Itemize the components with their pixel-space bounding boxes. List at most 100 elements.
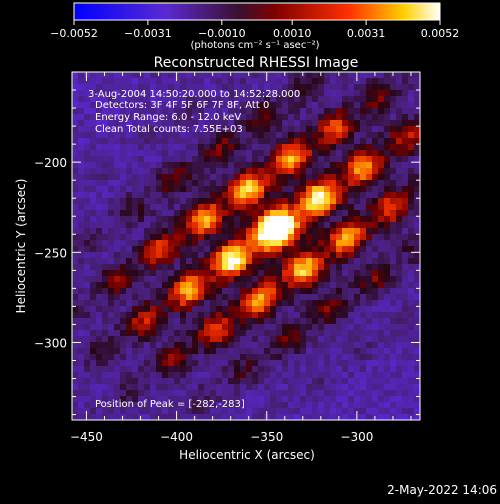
heatmap-cell [90, 156, 97, 163]
heatmap-cell [96, 102, 103, 109]
heatmap-cell [162, 144, 169, 151]
heatmap-cell [300, 264, 307, 271]
heatmap-cell [312, 228, 319, 235]
heatmap-cell [90, 180, 97, 187]
heatmap-cell [72, 330, 79, 337]
heatmap-cell [342, 354, 349, 361]
heatmap-cell [102, 300, 109, 307]
heatmap-cell [306, 306, 313, 313]
heatmap-cell [132, 354, 139, 361]
heatmap-cell [90, 312, 97, 319]
heatmap-cell [282, 366, 289, 373]
heatmap-cell [408, 84, 415, 91]
heatmap-cell [114, 84, 121, 91]
heatmap-cell [126, 408, 133, 415]
heatmap-cell [84, 72, 91, 79]
heatmap-cell [366, 198, 373, 205]
heatmap-cell [96, 408, 103, 415]
heatmap-cell [336, 390, 343, 397]
heatmap-cell [324, 210, 331, 217]
heatmap-cell [132, 156, 139, 163]
heatmap-cell [402, 312, 409, 319]
heatmap-cell [78, 378, 85, 385]
heatmap-cell [408, 330, 415, 337]
heatmap-cell [294, 330, 301, 337]
heatmap-cell [180, 282, 187, 289]
heatmap-cell [120, 108, 127, 115]
heatmap-cell [300, 126, 307, 133]
heatmap-cell [288, 180, 295, 187]
heatmap-cell [174, 138, 181, 145]
heatmap-cell [192, 342, 199, 349]
heatmap-cell [216, 288, 223, 295]
heatmap-cell [264, 402, 271, 409]
heatmap-cell [408, 156, 415, 163]
heatmap-cell [234, 240, 241, 247]
heatmap-cell [378, 258, 385, 265]
heatmap-cell [264, 108, 271, 115]
heatmap-cell [180, 348, 187, 355]
heatmap-cell [216, 354, 223, 361]
heatmap-cell [336, 300, 343, 307]
heatmap-cell [354, 396, 361, 403]
heatmap-cell [144, 408, 151, 415]
heatmap-cell [174, 156, 181, 163]
heatmap-cell [258, 126, 265, 133]
heatmap-cell [360, 378, 367, 385]
heatmap-cell [192, 72, 199, 79]
heatmap-cell [252, 198, 259, 205]
heatmap-cell [276, 180, 283, 187]
heatmap-cell [108, 174, 115, 181]
heatmap-cell [306, 114, 313, 121]
heatmap-cell [288, 132, 295, 139]
heatmap-cell [102, 180, 109, 187]
heatmap-cell [204, 276, 211, 283]
heatmap-cell [414, 234, 420, 241]
heatmap-cell [222, 234, 229, 241]
heatmap-cell [414, 312, 420, 319]
heatmap-cell [384, 354, 391, 361]
heatmap-cell [300, 210, 307, 217]
heatmap-cell [222, 282, 229, 289]
heatmap-cell [324, 126, 331, 133]
heatmap-cell [288, 348, 295, 355]
heatmap-cell [384, 294, 391, 301]
heatmap-cell [276, 276, 283, 283]
heatmap-cell [228, 168, 235, 175]
heatmap-cell [210, 252, 217, 259]
heatmap-cell [162, 240, 169, 247]
heatmap-cell [240, 72, 247, 79]
heatmap-cell [348, 126, 355, 133]
heatmap-cell [234, 318, 241, 325]
heatmap-cell [414, 282, 420, 289]
heatmap-cell [378, 264, 385, 271]
heatmap-cell [222, 324, 229, 331]
heatmap-cell [144, 276, 151, 283]
heatmap-cell [162, 72, 169, 79]
heatmap-cell [294, 366, 301, 373]
heatmap-cell [114, 276, 121, 283]
heatmap-cell [120, 72, 127, 79]
heatmap-cell [84, 348, 91, 355]
heatmap-cell [414, 414, 420, 420]
heatmap-cell [354, 282, 361, 289]
heatmap-cell [300, 96, 307, 103]
heatmap-cell [150, 396, 157, 403]
heatmap-cell [390, 144, 397, 151]
heatmap-cell [228, 72, 235, 79]
heatmap-cell [90, 300, 97, 307]
heatmap-cell [318, 150, 325, 157]
heatmap-cell [390, 300, 397, 307]
heatmap-cell [96, 318, 103, 325]
heatmap-cell [330, 372, 337, 379]
heatmap-cell [216, 348, 223, 355]
heatmap-cell [408, 216, 415, 223]
heatmap-cell [324, 90, 331, 97]
heatmap-cell [294, 396, 301, 403]
heatmap-cell [150, 300, 157, 307]
heatmap-cell [150, 408, 157, 415]
heatmap-cell [156, 120, 163, 127]
heatmap-cell [198, 342, 205, 349]
heatmap-cell [186, 180, 193, 187]
heatmap-cell [336, 306, 343, 313]
